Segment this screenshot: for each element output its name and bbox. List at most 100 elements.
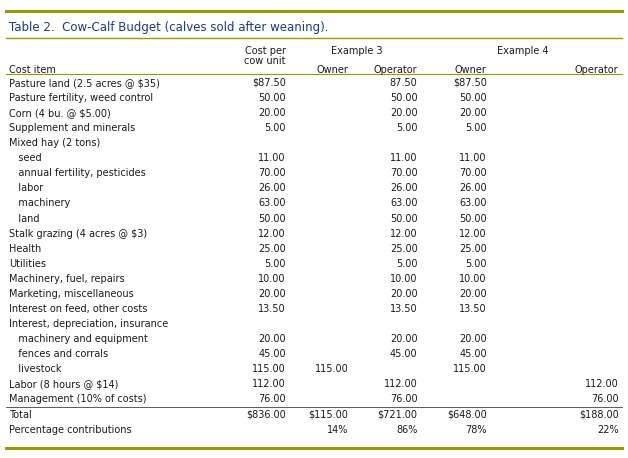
Text: 63.00: 63.00 xyxy=(390,198,418,208)
Text: 115.00: 115.00 xyxy=(453,364,487,374)
Text: 70.00: 70.00 xyxy=(459,169,487,178)
Text: 20.00: 20.00 xyxy=(258,334,286,344)
Text: Corn (4 bu. @ $5.00): Corn (4 bu. @ $5.00) xyxy=(9,108,111,118)
Text: Management (10% of costs): Management (10% of costs) xyxy=(9,394,147,404)
Text: 11.00: 11.00 xyxy=(258,153,286,163)
Text: seed: seed xyxy=(9,153,42,163)
Text: 115.00: 115.00 xyxy=(315,364,349,374)
Text: 76.00: 76.00 xyxy=(591,394,619,404)
Text: 20.00: 20.00 xyxy=(258,108,286,118)
Text: 50.00: 50.00 xyxy=(459,213,487,224)
Text: 50.00: 50.00 xyxy=(258,213,286,224)
Text: 76.00: 76.00 xyxy=(390,394,418,404)
Text: Utilities: Utilities xyxy=(9,259,46,269)
Text: 10.00: 10.00 xyxy=(258,274,286,284)
Text: 10.00: 10.00 xyxy=(459,274,487,284)
Text: Total: Total xyxy=(9,409,32,420)
Text: Pasture land (2.5 acres @ $35): Pasture land (2.5 acres @ $35) xyxy=(9,78,160,88)
Text: land: land xyxy=(9,213,40,224)
Text: 22%: 22% xyxy=(597,425,619,435)
Text: Labor (8 hours @ $14): Labor (8 hours @ $14) xyxy=(9,379,119,389)
Text: livestock: livestock xyxy=(9,364,62,374)
Text: 70.00: 70.00 xyxy=(258,169,286,178)
Text: $87.50: $87.50 xyxy=(252,78,286,88)
Text: 5.00: 5.00 xyxy=(264,259,286,269)
Text: Owner: Owner xyxy=(317,65,349,75)
Text: 45.00: 45.00 xyxy=(390,349,418,359)
Text: 5.00: 5.00 xyxy=(465,123,487,133)
Text: 11.00: 11.00 xyxy=(390,153,418,163)
Text: machinery: machinery xyxy=(9,198,71,208)
Text: 50.00: 50.00 xyxy=(258,93,286,103)
Text: 45.00: 45.00 xyxy=(258,349,286,359)
Text: 13.50: 13.50 xyxy=(258,304,286,314)
Text: 78%: 78% xyxy=(465,425,487,435)
Text: 63.00: 63.00 xyxy=(459,198,487,208)
Text: 20.00: 20.00 xyxy=(390,289,418,299)
Text: Mixed hay (2 tons): Mixed hay (2 tons) xyxy=(9,138,100,148)
Text: Marketing, miscellaneous: Marketing, miscellaneous xyxy=(9,289,134,299)
Text: Interest, depreciation, insurance: Interest, depreciation, insurance xyxy=(9,319,169,329)
Text: 13.50: 13.50 xyxy=(459,304,487,314)
Text: $648.00: $648.00 xyxy=(447,409,487,420)
Text: 5.00: 5.00 xyxy=(396,123,418,133)
Text: Percentage contributions: Percentage contributions xyxy=(9,425,132,435)
Text: Machinery, fuel, repairs: Machinery, fuel, repairs xyxy=(9,274,125,284)
Text: 50.00: 50.00 xyxy=(459,93,487,103)
Text: 26.00: 26.00 xyxy=(390,183,418,193)
Text: machinery and equipment: machinery and equipment xyxy=(9,334,148,344)
Text: 20.00: 20.00 xyxy=(390,108,418,118)
Text: $87.50: $87.50 xyxy=(453,78,487,88)
Text: 63.00: 63.00 xyxy=(258,198,286,208)
Text: 50.00: 50.00 xyxy=(390,93,418,103)
Text: 25.00: 25.00 xyxy=(459,244,487,254)
Text: 12.00: 12.00 xyxy=(390,229,418,239)
Text: 20.00: 20.00 xyxy=(459,108,487,118)
Text: $188.00: $188.00 xyxy=(579,409,619,420)
Text: Table 2.  Cow-Calf Budget (calves sold after weaning).: Table 2. Cow-Calf Budget (calves sold af… xyxy=(9,21,329,33)
Text: 25.00: 25.00 xyxy=(390,244,418,254)
Text: 5.00: 5.00 xyxy=(264,123,286,133)
Text: labor: labor xyxy=(9,183,44,193)
Text: Example 3: Example 3 xyxy=(330,46,382,56)
Text: 25.00: 25.00 xyxy=(258,244,286,254)
Text: $115.00: $115.00 xyxy=(309,409,349,420)
Text: 86%: 86% xyxy=(396,425,418,435)
Text: 112.00: 112.00 xyxy=(252,379,286,389)
Text: 5.00: 5.00 xyxy=(465,259,487,269)
Text: cow unit: cow unit xyxy=(244,56,286,66)
Text: Cost per: Cost per xyxy=(245,46,286,56)
Text: 5.00: 5.00 xyxy=(396,259,418,269)
Text: 26.00: 26.00 xyxy=(258,183,286,193)
Text: 20.00: 20.00 xyxy=(459,334,487,344)
Text: 112.00: 112.00 xyxy=(384,379,418,389)
Text: annual fertility, pesticides: annual fertility, pesticides xyxy=(9,169,146,178)
Text: 11.00: 11.00 xyxy=(459,153,487,163)
Text: Example 4: Example 4 xyxy=(497,46,549,56)
Text: Interest on feed, other costs: Interest on feed, other costs xyxy=(9,304,148,314)
Text: 70.00: 70.00 xyxy=(390,169,418,178)
Text: $721.00: $721.00 xyxy=(377,409,418,420)
Text: 45.00: 45.00 xyxy=(459,349,487,359)
Text: 20.00: 20.00 xyxy=(258,289,286,299)
Text: Supplement and minerals: Supplement and minerals xyxy=(9,123,136,133)
Text: 12.00: 12.00 xyxy=(459,229,487,239)
Text: Health: Health xyxy=(9,244,41,254)
Text: 13.50: 13.50 xyxy=(390,304,418,314)
Text: 76.00: 76.00 xyxy=(258,394,286,404)
Text: 20.00: 20.00 xyxy=(459,289,487,299)
Text: $836.00: $836.00 xyxy=(246,409,286,420)
Text: 12.00: 12.00 xyxy=(258,229,286,239)
Text: 20.00: 20.00 xyxy=(390,334,418,344)
Text: fences and corrals: fences and corrals xyxy=(9,349,109,359)
Text: Operator: Operator xyxy=(575,65,619,75)
Text: 10.00: 10.00 xyxy=(390,274,418,284)
Text: Operator: Operator xyxy=(374,65,418,75)
Text: 50.00: 50.00 xyxy=(390,213,418,224)
Text: 112.00: 112.00 xyxy=(585,379,619,389)
Text: Stalk grazing (4 acres @ $3): Stalk grazing (4 acres @ $3) xyxy=(9,229,148,239)
Text: Pasture fertility, weed control: Pasture fertility, weed control xyxy=(9,93,153,103)
Text: 14%: 14% xyxy=(327,425,349,435)
Text: Owner: Owner xyxy=(455,65,487,75)
Text: 115.00: 115.00 xyxy=(252,364,286,374)
